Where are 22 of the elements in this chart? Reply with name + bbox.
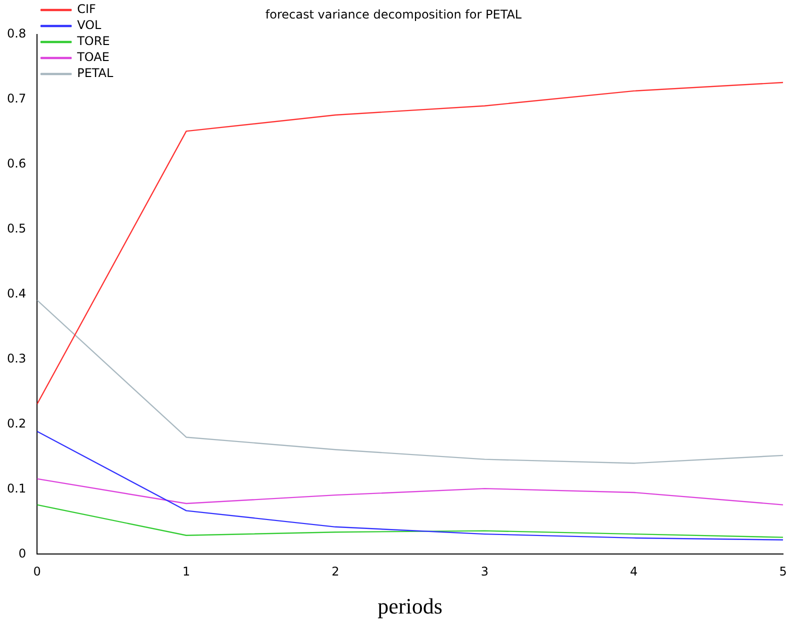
y-tick-label: 0.3 [6,351,26,366]
x-tick-label: 4 [630,564,638,579]
y-tick-label: 0.2 [6,416,26,430]
legend-label: TORE [76,34,110,48]
y-tick-label: 0.4 [6,286,26,300]
x-tick-label: 2 [332,564,340,579]
legend-label: VOL [77,18,102,32]
y-tick-label: 0.1 [6,481,26,496]
x-tick-label: 5 [779,564,787,579]
x-tick-label: 0 [33,564,41,579]
x-tick-label: 1 [182,564,190,579]
legend-label: CIF [77,2,96,16]
x-axis-title: periods [378,594,442,619]
y-tick-label: 0.7 [6,92,26,106]
chart-title: forecast variance decomposition for PETAL [265,7,522,22]
y-tick-label: 0.5 [6,221,26,236]
y-tick-label: 0 [18,546,26,560]
y-tick-label: 0.8 [6,26,26,41]
x-tick-label: 3 [480,564,488,579]
legend-label: TOAE [76,50,110,64]
y-tick-label: 0.6 [6,156,26,170]
legend-label: PETAL [77,66,114,80]
